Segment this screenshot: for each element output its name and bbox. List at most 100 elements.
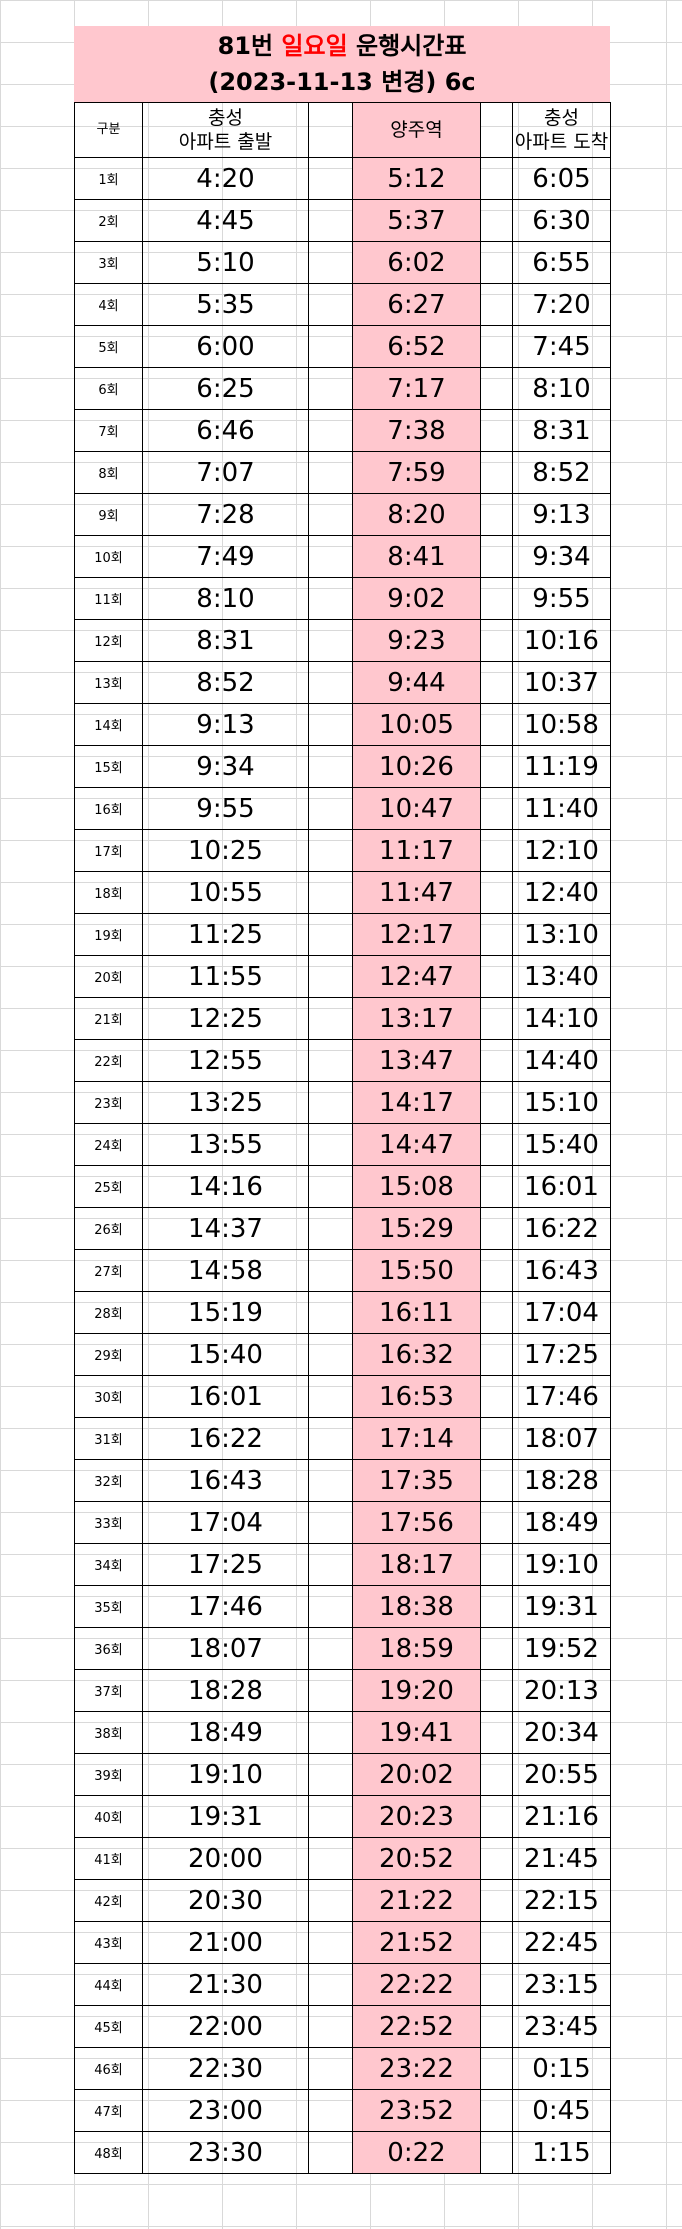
table-row: 5회 6:00 6:52 7:45 — [74, 325, 611, 368]
arrive-time: 16:43 — [512, 1249, 611, 1292]
table-row: 23회 13:25 14:17 15:10 — [74, 1081, 611, 1124]
depart-time: 7:07 — [142, 451, 309, 494]
arrive-time: 21:45 — [512, 1837, 611, 1880]
spacer-cell — [308, 157, 353, 200]
table-row: 45회 22:00 22:52 23:45 — [74, 2005, 611, 2048]
arrive-time: 8:52 — [512, 451, 611, 494]
arrive-time: 20:13 — [512, 1669, 611, 1712]
table-row: 21회 12:25 13:17 14:10 — [74, 997, 611, 1040]
spacer-cell — [480, 745, 513, 788]
station-time: 11:47 — [352, 871, 481, 914]
spacer-cell — [308, 1375, 353, 1418]
header-depart-line2: 아파트 출발 — [178, 131, 273, 153]
spacer-cell — [480, 1333, 513, 1376]
title-line-1: 81번 일요일 운행시간표 — [218, 28, 467, 64]
station-time: 9:23 — [352, 619, 481, 662]
spacer-cell — [480, 871, 513, 914]
trip-number: 1회 — [74, 157, 143, 200]
trip-number: 17회 — [74, 829, 143, 872]
table-row: 9회 7:28 8:20 9:13 — [74, 493, 611, 536]
trip-number: 21회 — [74, 997, 143, 1040]
trip-number: 42회 — [74, 1879, 143, 1922]
spacer-cell — [308, 955, 353, 998]
spacer-cell — [480, 1879, 513, 1922]
arrive-time: 17:25 — [512, 1333, 611, 1376]
table-row: 37회 18:28 19:20 20:13 — [74, 1669, 611, 1712]
spacer-cell — [480, 1291, 513, 1334]
station-time: 20:02 — [352, 1753, 481, 1796]
spacer-cell — [480, 367, 513, 410]
arrive-time: 12:10 — [512, 829, 611, 872]
spacer-cell — [480, 1543, 513, 1586]
arrive-time: 7:45 — [512, 325, 611, 368]
arrive-time: 10:37 — [512, 661, 611, 704]
station-time: 19:41 — [352, 1711, 481, 1754]
arrive-time: 23:45 — [512, 2005, 611, 2048]
station-time: 11:17 — [352, 829, 481, 872]
spacer-cell — [480, 283, 513, 326]
spacer-cell — [480, 1165, 513, 1208]
spacer-cell — [308, 1585, 353, 1628]
spacer-cell — [308, 367, 353, 410]
trip-number: 13회 — [74, 661, 143, 704]
depart-time: 23:30 — [142, 2131, 309, 2174]
title-suffix: 운행시간표 — [347, 32, 467, 60]
spacer-cell — [308, 283, 353, 326]
station-time: 9:02 — [352, 577, 481, 620]
spacer-cell — [480, 1123, 513, 1166]
spacer-cell — [308, 703, 353, 746]
table-row: 26회 14:37 15:29 16:22 — [74, 1207, 611, 1250]
spacer-cell — [480, 913, 513, 956]
depart-time: 8:31 — [142, 619, 309, 662]
header-station: 양주역 — [352, 102, 481, 158]
spacer-cell — [480, 241, 513, 284]
depart-time: 6:46 — [142, 409, 309, 452]
arrive-time: 0:15 — [512, 2047, 611, 2090]
spacer-cell — [480, 1039, 513, 1082]
station-time: 23:52 — [352, 2089, 481, 2132]
trip-number: 29회 — [74, 1333, 143, 1376]
trip-number: 23회 — [74, 1081, 143, 1124]
depart-time: 8:52 — [142, 661, 309, 704]
trip-number: 37회 — [74, 1669, 143, 1712]
depart-time: 18:07 — [142, 1627, 309, 1670]
spacer-cell — [480, 1795, 513, 1838]
header-spacer — [308, 102, 353, 158]
table-row: 47회 23:00 23:52 0:45 — [74, 2089, 611, 2132]
trip-number: 46회 — [74, 2047, 143, 2090]
station-time: 12:47 — [352, 955, 481, 998]
station-time: 21:22 — [352, 1879, 481, 1922]
trip-number: 4회 — [74, 283, 143, 326]
spacer-cell — [308, 661, 353, 704]
depart-time: 7:49 — [142, 535, 309, 578]
trip-number: 10회 — [74, 535, 143, 578]
arrive-time: 0:45 — [512, 2089, 611, 2132]
trip-number: 15회 — [74, 745, 143, 788]
spacer-cell — [480, 1417, 513, 1460]
trip-number: 11회 — [74, 577, 143, 620]
arrive-time: 10:16 — [512, 619, 611, 662]
table-row: 42회 20:30 21:22 22:15 — [74, 1879, 611, 1922]
spacer-cell — [480, 451, 513, 494]
spacer-cell — [480, 1837, 513, 1880]
depart-time: 5:10 — [142, 241, 309, 284]
table-row: 41회 20:00 20:52 21:45 — [74, 1837, 611, 1880]
spacer-cell — [308, 1123, 353, 1166]
table-row: 43회 21:00 21:52 22:45 — [74, 1921, 611, 1964]
depart-time: 19:31 — [142, 1795, 309, 1838]
trip-number: 41회 — [74, 1837, 143, 1880]
trip-number: 32회 — [74, 1459, 143, 1502]
spacer-cell — [480, 661, 513, 704]
depart-time: 17:25 — [142, 1543, 309, 1586]
station-time: 9:44 — [352, 661, 481, 704]
trip-number: 19회 — [74, 913, 143, 956]
trip-number: 34회 — [74, 1543, 143, 1586]
trip-number: 44회 — [74, 1963, 143, 2006]
trip-number: 12회 — [74, 619, 143, 662]
trip-number: 27회 — [74, 1249, 143, 1292]
arrive-time: 14:40 — [512, 1039, 611, 1082]
spacer-cell — [480, 157, 513, 200]
arrive-time: 20:55 — [512, 1753, 611, 1796]
table-row: 22회 12:55 13:47 14:40 — [74, 1039, 611, 1082]
spacer-cell — [480, 1081, 513, 1124]
